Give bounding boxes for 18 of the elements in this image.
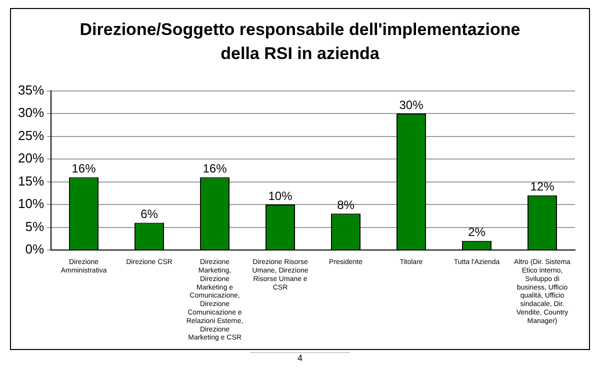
y-tick-label: 30% xyxy=(18,105,44,120)
data-label: 12% xyxy=(530,180,555,194)
y-tick-label: 35% xyxy=(18,82,44,98)
text: 4 xyxy=(250,352,350,363)
y-tick-label: 10% xyxy=(18,196,44,212)
data-label: 2% xyxy=(468,225,486,240)
data-label: 8% xyxy=(337,198,355,212)
data-label: 10% xyxy=(268,188,293,203)
y-tick-label: 15% xyxy=(18,173,44,188)
data-label: 6% xyxy=(140,207,158,222)
y-tick-label: 20% xyxy=(18,150,44,166)
data-label: 30% xyxy=(399,98,424,112)
data-label: 16% xyxy=(72,162,96,176)
y-tick-label: 5% xyxy=(25,218,44,234)
y-tick-label: 0% xyxy=(25,242,44,257)
y-tick-label: 25% xyxy=(18,128,44,143)
chart-title: Direzione/Soggetto responsabile dell'implementazione della RSI in azienda xyxy=(78,19,522,65)
data-label: 16% xyxy=(202,162,228,176)
